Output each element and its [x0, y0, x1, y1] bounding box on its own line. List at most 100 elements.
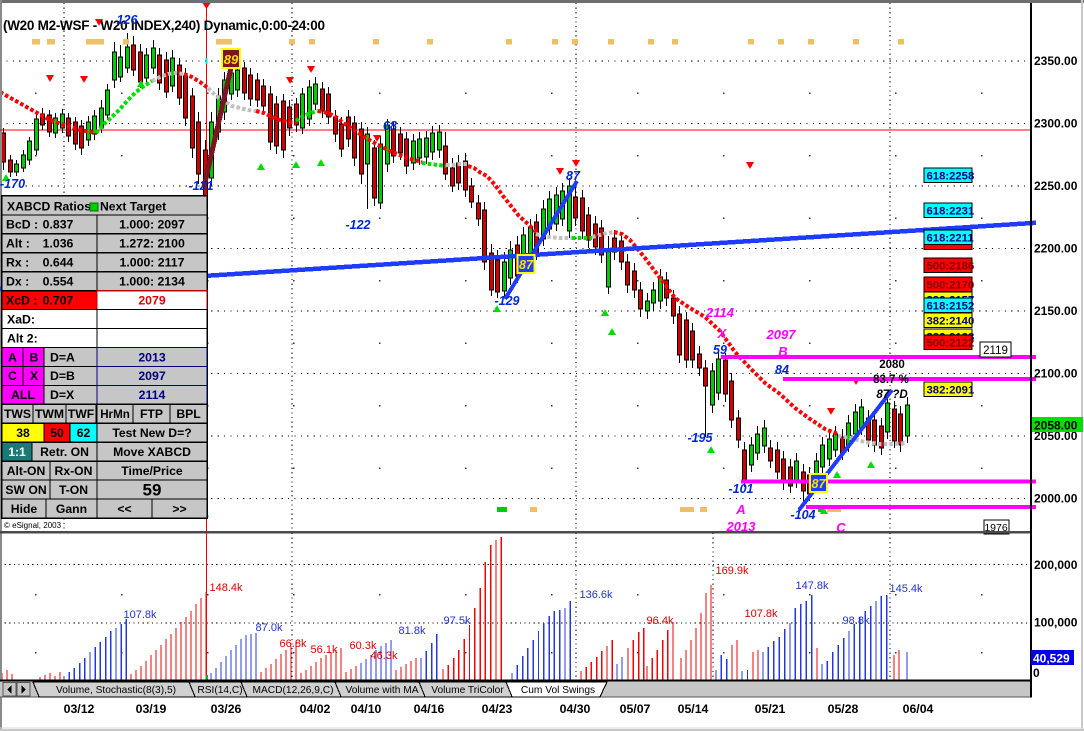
svg-text:500:2122: 500:2122: [927, 338, 975, 350]
svg-text:2250.00: 2250.00: [1034, 179, 1078, 193]
svg-text:98.8k: 98.8k: [843, 615, 870, 627]
svg-text:06/04: 06/04: [903, 702, 934, 716]
svg-text:68: 68: [383, 119, 397, 133]
svg-text:Volume TriColor: Volume TriColor: [431, 685, 504, 696]
svg-text:RSI(14,C): RSI(14,C): [197, 685, 242, 696]
svg-text:1.000: 2134: 1.000: 2134: [119, 275, 185, 289]
svg-text:46.3k: 46.3k: [371, 650, 398, 662]
svg-text:-104: -104: [790, 508, 815, 522]
svg-text:2114: 2114: [139, 388, 166, 402]
svg-text:X: X: [717, 326, 728, 341]
svg-text:100,000: 100,000: [1034, 616, 1078, 630]
svg-text:1:1: 1:1: [8, 445, 26, 459]
svg-text:03/12: 03/12: [64, 702, 95, 716]
svg-text:2080: 2080: [879, 359, 905, 371]
svg-text:-101: -101: [728, 482, 753, 496]
svg-text:618:2231: 618:2231: [927, 206, 975, 218]
svg-text:2013: 2013: [138, 350, 166, 364]
svg-text:B: B: [30, 350, 39, 364]
svg-text:148.4k: 148.4k: [209, 582, 243, 594]
svg-text:-121: -121: [188, 179, 213, 193]
svg-text:Move XABCD: Move XABCD: [113, 445, 191, 459]
svg-text:04/02: 04/02: [300, 702, 331, 716]
svg-text:HrMn: HrMn: [100, 408, 130, 421]
svg-text:B: B: [778, 344, 787, 359]
svg-text:D=A: D=A: [50, 350, 75, 364]
svg-text:87.0k: 87.0k: [256, 622, 283, 634]
svg-text:Alt :: Alt :: [6, 237, 30, 251]
svg-text:© eSignal, 2003: © eSignal, 2003: [4, 521, 62, 530]
svg-text:D=X: D=X: [50, 388, 75, 402]
svg-text:05/14: 05/14: [678, 702, 709, 716]
svg-text:-129: -129: [494, 294, 519, 308]
svg-text:2100.00: 2100.00: [1034, 367, 1078, 381]
svg-text:SW ON: SW ON: [5, 483, 46, 497]
svg-text:05/28: 05/28: [828, 702, 859, 716]
svg-text:126: 126: [117, 13, 139, 27]
svg-text:BPL: BPL: [176, 407, 201, 421]
svg-text:Dx :: Dx :: [6, 275, 29, 289]
svg-text:04/16: 04/16: [414, 702, 445, 716]
svg-text:Rx :: Rx :: [6, 256, 29, 270]
svg-text:500:2170: 500:2170: [927, 280, 975, 292]
svg-text:2097: 2097: [766, 327, 797, 342]
svg-text:FTP: FTP: [140, 407, 163, 421]
svg-text:2058.00: 2058.00: [1034, 419, 1078, 433]
svg-text:89: 89: [224, 52, 239, 67]
svg-text:382:2091: 382:2091: [927, 385, 975, 397]
svg-text:X: X: [30, 369, 39, 383]
svg-text:XaD:: XaD:: [7, 312, 35, 326]
svg-text:A: A: [8, 350, 17, 364]
svg-text:38: 38: [16, 426, 30, 440]
svg-text:03/19: 03/19: [136, 702, 167, 716]
svg-text:04/23: 04/23: [482, 702, 513, 716]
svg-text:2114: 2114: [705, 305, 735, 320]
svg-text:-195: -195: [687, 431, 713, 445]
svg-text:84: 84: [775, 363, 789, 377]
svg-text:Retr. ON: Retr. ON: [40, 445, 89, 459]
svg-text:2200.00: 2200.00: [1034, 242, 1078, 256]
svg-text:XcD :: XcD :: [6, 294, 37, 308]
svg-text:04/10: 04/10: [351, 702, 382, 716]
svg-text:ALL: ALL: [11, 388, 35, 402]
svg-text:618:2258: 618:2258: [927, 171, 975, 183]
svg-text:107.8k: 107.8k: [123, 609, 157, 621]
svg-text:87: 87: [519, 258, 534, 272]
svg-text:Volume with MA: Volume with MA: [345, 685, 418, 696]
svg-text:169.9k: 169.9k: [715, 565, 749, 577]
svg-text:XABCD Ratios: XABCD Ratios: [7, 199, 91, 213]
svg-text:Rx-ON: Rx-ON: [55, 464, 93, 478]
svg-text:59: 59: [143, 481, 162, 500]
svg-text:56.1k: 56.1k: [311, 644, 338, 656]
svg-text:BcD :: BcD :: [6, 218, 38, 232]
svg-text:A: A: [735, 502, 745, 517]
svg-text:05/21: 05/21: [755, 702, 786, 716]
svg-text:Cum Vol Swings: Cum Vol Swings: [521, 685, 595, 696]
svg-text:TWS: TWS: [4, 407, 31, 421]
svg-text:87: 87: [566, 169, 581, 183]
svg-text:<<: <<: [117, 502, 131, 516]
svg-text:1.036: 1.036: [43, 237, 74, 251]
svg-text:D=B: D=B: [50, 369, 75, 383]
svg-text:2119: 2119: [983, 345, 1008, 357]
svg-text:0.837: 0.837: [43, 218, 74, 232]
svg-text:66.8k: 66.8k: [280, 638, 307, 650]
svg-text:147.8k: 147.8k: [795, 580, 829, 592]
svg-text:2000.00: 2000.00: [1034, 492, 1078, 506]
svg-text:0.554: 0.554: [43, 275, 74, 289]
svg-text:618:2152: 618:2152: [927, 301, 975, 313]
svg-text:1.000: 2117: 1.000: 2117: [120, 256, 185, 270]
svg-text:>>: >>: [172, 502, 186, 516]
svg-text:C: C: [836, 520, 846, 535]
svg-text:40,529: 40,529: [1033, 652, 1070, 666]
svg-text:MACD(12,26,9,C): MACD(12,26,9,C): [253, 685, 334, 696]
svg-text:C: C: [8, 369, 17, 383]
svg-text:200,000: 200,000: [1034, 558, 1078, 572]
svg-text:(W20 M2-WSF - W20 INDEX,240) D: (W20 M2-WSF - W20 INDEX,240) Dynamic,0:0…: [3, 18, 325, 33]
svg-text:Alt-ON: Alt-ON: [7, 464, 46, 478]
svg-text:TWM: TWM: [35, 407, 64, 421]
svg-text:04/30: 04/30: [560, 702, 591, 716]
svg-text:2300.00: 2300.00: [1034, 117, 1078, 131]
svg-text:59: 59: [713, 343, 727, 357]
svg-text:Test New D=?: Test New D=?: [112, 426, 191, 440]
